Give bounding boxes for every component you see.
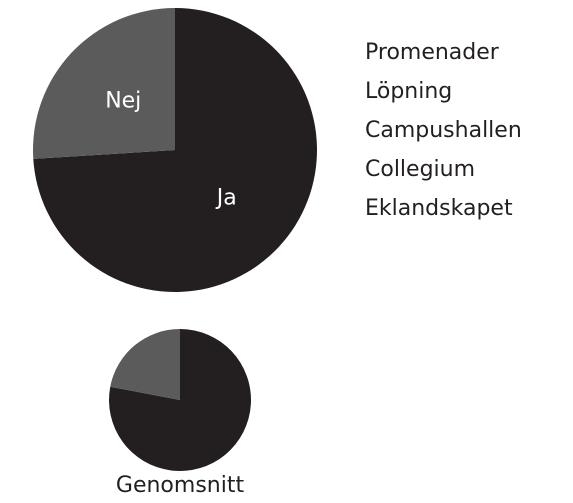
pie-title: Genomsnitt [116,473,245,498]
list-item: Promenader [365,40,500,65]
list-item: Eklandskapet [365,196,513,221]
pie-slice [32,8,175,159]
list-item: Collegium [365,157,475,182]
list-item: Löpning [365,79,452,104]
pie-slice [33,8,317,293]
slice-label: Ja [215,186,237,211]
list-item: Campushallen [365,118,522,143]
pie-slice [110,329,180,400]
slice-label: Nej [105,88,141,113]
